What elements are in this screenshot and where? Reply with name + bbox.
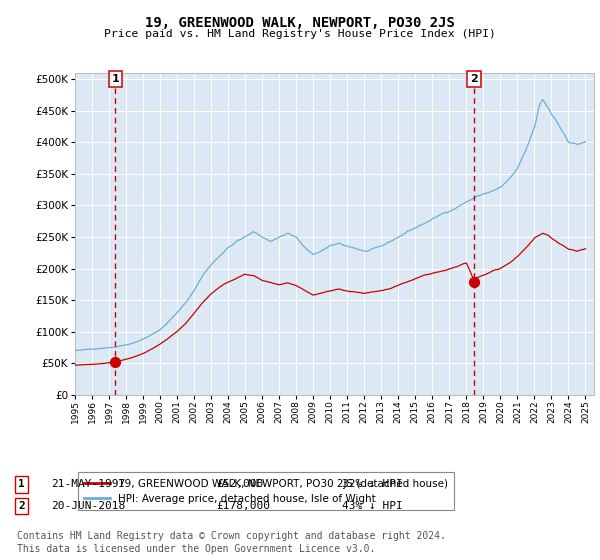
Text: 32% ↓ HPI: 32% ↓ HPI — [342, 479, 403, 489]
Text: 21-MAY-1997: 21-MAY-1997 — [51, 479, 125, 489]
Legend: 19, GREENWOOD WALK, NEWPORT, PO30 2JS (detached house), HPI: Average price, deta: 19, GREENWOOD WALK, NEWPORT, PO30 2JS (d… — [77, 473, 454, 510]
Text: £178,000: £178,000 — [216, 501, 270, 511]
Text: 1: 1 — [112, 74, 119, 84]
Text: £52,000: £52,000 — [216, 479, 263, 489]
Point — [469, 278, 479, 287]
Text: 2: 2 — [470, 74, 478, 84]
Text: Contains HM Land Registry data © Crown copyright and database right 2024.
This d: Contains HM Land Registry data © Crown c… — [17, 531, 446, 554]
Point — [110, 357, 120, 366]
Text: 19, GREENWOOD WALK, NEWPORT, PO30 2JS: 19, GREENWOOD WALK, NEWPORT, PO30 2JS — [145, 16, 455, 30]
Text: 1: 1 — [18, 479, 25, 489]
Text: 2: 2 — [18, 501, 25, 511]
Text: Price paid vs. HM Land Registry's House Price Index (HPI): Price paid vs. HM Land Registry's House … — [104, 29, 496, 39]
Text: 20-JUN-2018: 20-JUN-2018 — [51, 501, 125, 511]
Text: 43% ↓ HPI: 43% ↓ HPI — [342, 501, 403, 511]
